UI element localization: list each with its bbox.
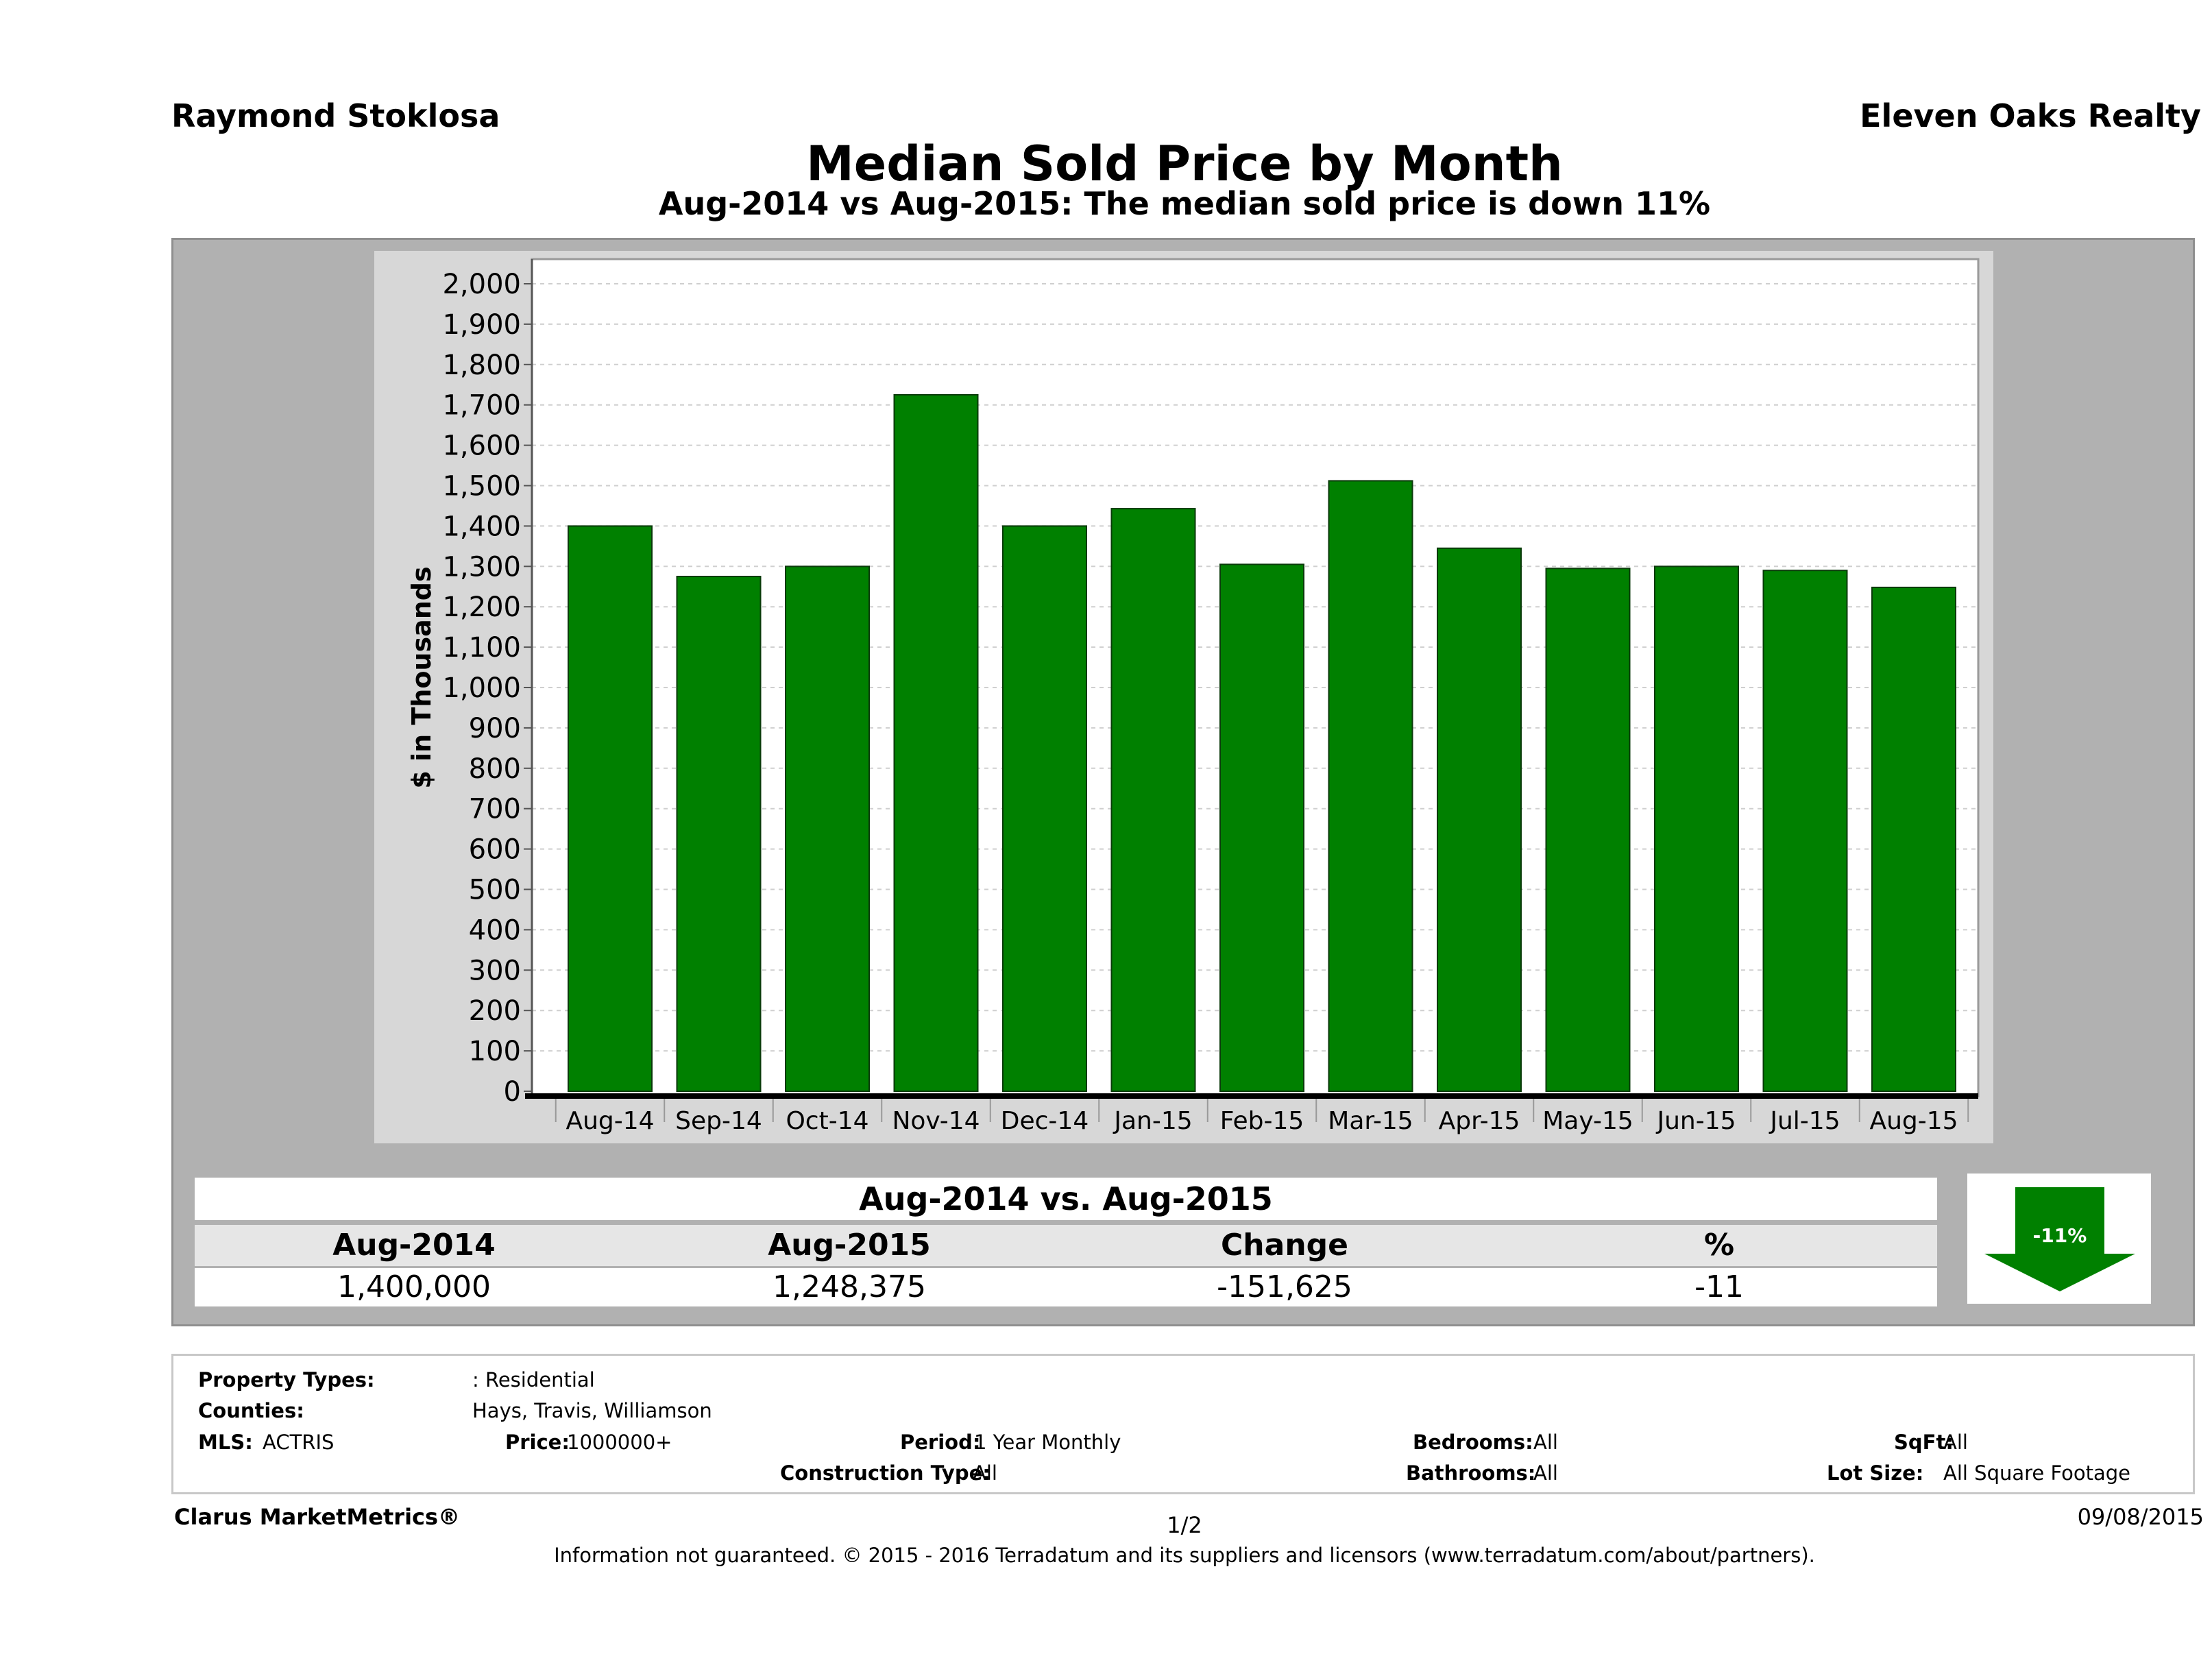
x-tick-label: Sep-14 (675, 1107, 762, 1135)
change-badge-label: -11% (2033, 1224, 2087, 1247)
summary-header-change: Change (1221, 1228, 1348, 1263)
lot-size-value: All Square Footage (1943, 1461, 2131, 1485)
bar-Jul-15 (1762, 570, 1848, 1092)
y-tick-label: 1,800 (442, 350, 521, 381)
x-tick-label: Jan-15 (1113, 1107, 1192, 1135)
y-axis-label: $ in Thousands (406, 566, 437, 788)
period-value: 1 Year Monthly (974, 1431, 1121, 1454)
y-tick-label: 0 (504, 1076, 521, 1108)
company-name: Eleven Oaks Realty (1860, 97, 2201, 134)
y-tick-label: 1,300 (442, 551, 521, 583)
summary-header-aug2015: Aug-2015 (768, 1228, 931, 1263)
criteria-box: Property Types: : Residential Counties: … (171, 1354, 2195, 1494)
lot-size-label: Lot Size: (1827, 1461, 1924, 1485)
y-tick-label: 100 (469, 1036, 521, 1067)
summary-header-percent: % (1703, 1228, 1735, 1263)
mls-label: MLS: (198, 1431, 253, 1454)
agent-name: Raymond Stoklosa (171, 97, 500, 134)
y-tick-label: 1,500 (442, 471, 521, 502)
x-tick-label: Mar-15 (1328, 1107, 1413, 1135)
y-tick-label: 1,700 (442, 390, 521, 422)
footer-brand: Clarus MarketMetrics® (174, 1504, 461, 1530)
price-value: 1000000+ (567, 1431, 672, 1454)
bar-Jan-15 (1110, 508, 1196, 1092)
y-tick-label: 400 (469, 914, 521, 946)
bar-Dec-14 (1002, 525, 1087, 1092)
x-tick-label: Apr-15 (1439, 1107, 1520, 1135)
bar-Aug-14 (568, 525, 653, 1092)
x-tick-label: Jun-15 (1655, 1107, 1736, 1135)
bar-Jun-15 (1654, 566, 1739, 1092)
y-tick-label: 1,100 (442, 632, 521, 664)
summary-value-row: 1,400,000 1,248,375 -151,625 -11 (195, 1268, 1937, 1306)
bedrooms-value: All (1533, 1431, 1558, 1454)
y-tick-label: 800 (469, 753, 521, 785)
summary-value-aug2015: 1,248,375 (773, 1269, 926, 1304)
counties-label: Counties: (198, 1399, 304, 1422)
y-tick-label: 500 (469, 875, 521, 906)
bar-chart: 0 100 200 300 400 500 600 700 800 900 1,000 1,100 1,… (406, 258, 1980, 1135)
bar-Sep-14 (676, 576, 762, 1092)
y-tick-label: 1,900 (442, 309, 521, 341)
y-tick-label: 700 (469, 794, 521, 825)
bar-May-15 (1545, 568, 1631, 1092)
mls-value: ACTRIS (263, 1431, 335, 1454)
construction-type-label: Construction Type: (780, 1461, 990, 1485)
chart-subtitle: Aug-2014 vs Aug-2015: The median sold pr… (658, 185, 1711, 222)
bar-Mar-15 (1328, 480, 1413, 1092)
price-label: Price: (505, 1431, 570, 1454)
bar-Feb-15 (1219, 563, 1304, 1093)
summary-value-percent: -11 (1694, 1269, 1744, 1304)
footer-disclaimer: Information not guaranteed. © 2015 - 201… (554, 1544, 1815, 1567)
chart-title: Median Sold Price by Month (806, 136, 1563, 192)
x-tick-label: Aug-15 (1869, 1107, 1958, 1135)
summary-header-aug2014: Aug-2014 (332, 1228, 496, 1263)
counties-value: Hays, Travis, Williamson (472, 1399, 712, 1422)
x-tick-label: Aug-14 (566, 1107, 654, 1135)
bar-Aug-15 (1871, 586, 1956, 1093)
period-label: Period: (900, 1431, 981, 1454)
change-badge: -11% (1967, 1174, 2151, 1304)
y-tick-label: 600 (469, 834, 521, 866)
summary-title: Aug-2014 vs. Aug-2015 (195, 1178, 1937, 1220)
down-arrow-icon: -11% (1984, 1187, 2135, 1291)
footer-page-number: 1/2 (1167, 1512, 1202, 1538)
y-tick-label: 1,600 (442, 430, 521, 462)
x-tick-label: Oct-14 (786, 1107, 868, 1135)
summary-value-aug2014: 1,400,000 (337, 1269, 491, 1304)
bar-Nov-14 (893, 393, 979, 1093)
y-tick-label: 900 (469, 713, 521, 744)
bar-Oct-14 (785, 566, 870, 1092)
x-tick-label: Dec-14 (1001, 1107, 1089, 1135)
y-tick-label: 300 (469, 955, 521, 986)
construction-type-value: All (973, 1461, 997, 1485)
bedrooms-label: Bedrooms: (1413, 1431, 1533, 1454)
x-tick-label: Nov-14 (892, 1107, 980, 1135)
y-tick-label: 1,000 (442, 672, 521, 704)
sqft-value: All (1943, 1431, 1968, 1454)
y-tick-label: 2,000 (442, 269, 521, 300)
property-types-value: : Residential (472, 1368, 595, 1391)
bathrooms-label: Bathrooms: (1406, 1461, 1536, 1485)
bar-Apr-15 (1437, 547, 1522, 1093)
x-tick-label: Feb-15 (1220, 1107, 1304, 1135)
footer-date: 09/08/2015 (2077, 1504, 2204, 1530)
summary-value-change: -151,625 (1217, 1269, 1352, 1304)
sqft-label: SqFt: (1894, 1431, 1954, 1454)
y-tick-label: 1,200 (442, 592, 521, 623)
x-tick-label: May-15 (1542, 1107, 1633, 1135)
y-tick-label: 200 (469, 995, 521, 1027)
bathrooms-value: All (1533, 1461, 1558, 1485)
property-types-label: Property Types: (198, 1368, 375, 1391)
y-tick-label: 1,400 (442, 511, 521, 542)
x-tick-label: Jul-15 (1769, 1107, 1840, 1135)
summary-header-row: Aug-2014 Aug-2015 Change % (195, 1225, 1937, 1266)
